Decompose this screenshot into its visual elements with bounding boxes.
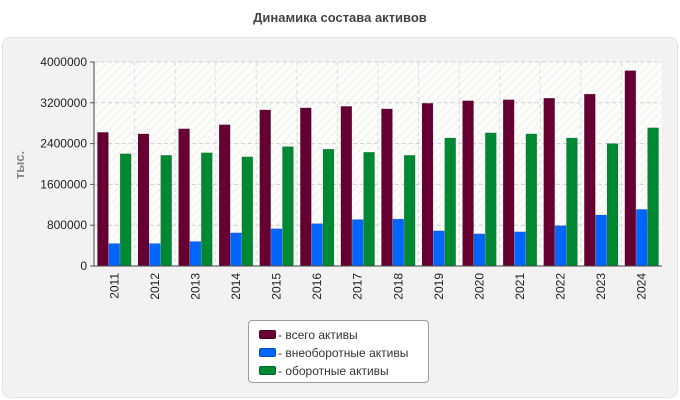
bar-total-assets-2013 — [178, 128, 190, 267]
bar-current-assets-2016 — [322, 148, 335, 267]
bar-noncurrent-assets-2021 — [514, 231, 526, 267]
legend: - всего активы - внеоборотные активы - о… — [248, 320, 429, 383]
y-tick-label: 1600000 — [40, 177, 87, 191]
bar-noncurrent-assets-2024 — [635, 209, 648, 267]
bar-total-assets-2011 — [97, 132, 109, 267]
legend-label-current-assets: - оборотные активы — [278, 363, 389, 378]
x-tick-label: 2019 — [432, 273, 446, 300]
legend-item-total-assets: - всего активы — [259, 325, 428, 343]
y-tick-label: 800000 — [47, 218, 87, 232]
bar-noncurrent-assets-2014 — [230, 232, 242, 267]
x-tick-label: 2018 — [391, 273, 405, 300]
bar-total-assets-2019 — [421, 103, 434, 267]
chart-title: Динамика состава активов — [253, 10, 427, 25]
bar-total-assets-2018 — [381, 108, 393, 267]
bar-current-assets-2014 — [241, 156, 254, 267]
x-tick-label: 2020 — [472, 273, 486, 300]
bar-noncurrent-assets-2023 — [595, 214, 607, 267]
bar-current-assets-2020 — [485, 132, 497, 267]
bar-total-assets-2020 — [462, 100, 474, 267]
tick-labels: 0 800000 1600000 2400000 3200000 4000000 2011 2… — [40, 55, 648, 300]
x-tick-label: 2012 — [148, 273, 162, 300]
bar-total-assets-2024 — [624, 70, 637, 267]
bar-noncurrent-assets-2020 — [473, 233, 486, 267]
legend-swatch-total-assets — [259, 330, 276, 340]
x-tick-label: 2014 — [229, 273, 243, 300]
legend-swatch-noncurrent-assets — [259, 348, 276, 358]
legend-swatch-current-assets — [259, 366, 276, 376]
bar-current-assets-2012 — [160, 155, 172, 267]
bar-noncurrent-assets-2018 — [392, 218, 405, 267]
x-tick-label: 2016 — [310, 273, 324, 300]
legend-item-current-assets: - оборотные активы — [259, 361, 428, 379]
bar-total-assets-2016 — [300, 107, 312, 267]
bar-noncurrent-assets-2022 — [554, 225, 567, 267]
bar-noncurrent-assets-2011 — [108, 243, 121, 267]
bar-current-assets-2024 — [647, 127, 659, 267]
legend-label-noncurrent-assets: - внеоборотные активы — [278, 345, 409, 360]
x-tick-label: 2024 — [635, 273, 649, 300]
legend-label-total-assets: - всего активы — [278, 327, 358, 342]
x-tick-label: 2015 — [270, 273, 284, 300]
bar-noncurrent-assets-2016 — [311, 223, 323, 267]
bar-current-assets-2021 — [525, 133, 538, 267]
y-tick-label: 4000000 — [40, 55, 87, 69]
axes — [90, 61, 662, 267]
bar-noncurrent-assets-2019 — [433, 230, 445, 267]
legend-item-noncurrent-assets: - внеоборотные активы — [259, 343, 428, 361]
bar-total-assets-2023 — [584, 93, 596, 267]
y-tick-label: 3200000 — [40, 96, 87, 110]
bar-current-assets-2018 — [403, 155, 416, 267]
x-tick-label: 2011 — [107, 273, 121, 299]
bar-current-assets-2015 — [282, 146, 294, 267]
x-tick-label: 2022 — [554, 273, 568, 300]
bar-current-assets-2019 — [444, 137, 456, 267]
bar-total-assets-2022 — [543, 97, 555, 267]
bar-total-assets-2017 — [340, 106, 353, 267]
bar-total-assets-2015 — [259, 109, 271, 267]
bar-current-assets-2022 — [566, 137, 578, 267]
x-tick-label: 2017 — [351, 273, 365, 300]
bar-noncurrent-assets-2012 — [149, 243, 161, 267]
x-tick-label: 2013 — [188, 273, 202, 300]
bar-current-assets-2011 — [119, 153, 132, 267]
bar-current-assets-2013 — [201, 152, 213, 267]
bar-noncurrent-assets-2017 — [351, 219, 364, 267]
bar-current-assets-2017 — [363, 152, 375, 267]
x-tick-label: 2023 — [594, 273, 608, 300]
y-tick-label: 0 — [80, 259, 87, 273]
bar-total-assets-2014 — [218, 124, 231, 267]
bar-total-assets-2021 — [502, 99, 515, 267]
y-axis-label: тыс. — [12, 151, 27, 179]
y-tick-label: 2400000 — [40, 137, 87, 151]
bar-total-assets-2012 — [137, 133, 150, 267]
bar-noncurrent-assets-2015 — [270, 228, 283, 267]
bar-noncurrent-assets-2013 — [189, 241, 202, 267]
bars — [97, 70, 659, 267]
x-tick-label: 2021 — [513, 273, 527, 300]
bar-current-assets-2023 — [606, 143, 619, 267]
